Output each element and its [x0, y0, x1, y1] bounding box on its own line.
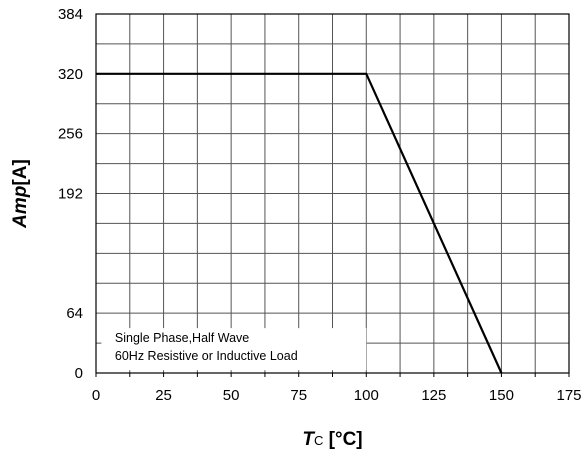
x-axis-label-unit: [°C] [323, 429, 362, 450]
x-tick-label: 25 [155, 387, 172, 404]
x-tick-label: 125 [421, 387, 446, 404]
x-tick-label: 75 [290, 387, 307, 404]
x-tick-label: 50 [223, 387, 240, 404]
annotation-line-1: Single Phase,Half Wave [115, 331, 249, 345]
series-layer [95, 72, 503, 374]
y-axis-label-unit: [A] [10, 159, 31, 185]
y-tick-label: 64 [66, 305, 83, 322]
x-tick-labels: 0 25 50 75 100 125 150 175 [92, 387, 582, 404]
x-tick-label: 175 [556, 387, 581, 404]
y-tick-labels: 0 64 192 256 320 384 [58, 6, 83, 382]
y-axis-label: Amp[A] [10, 159, 31, 229]
annotation-line-2: 60Hz Resistive or Inductive Load [115, 349, 298, 363]
x-axis-label: TC [°C] [302, 429, 362, 450]
grid-lines [96, 14, 569, 373]
annotation-box [101, 328, 367, 371]
y-tick-label: 320 [58, 66, 83, 83]
x-tick-label: 100 [354, 387, 379, 404]
x-axis-label-sub: C [314, 433, 323, 448]
plot-frame [95, 13, 570, 377]
x-axis-label-main: T [302, 429, 315, 450]
y-tick-label: 0 [75, 365, 83, 382]
y-tick-label: 256 [58, 126, 83, 143]
y-axis-label-main: Amp [10, 186, 31, 229]
x-tick-label: 0 [92, 387, 100, 404]
y-tick-label: 192 [58, 186, 83, 203]
x-tick-label: 150 [489, 387, 514, 404]
y-tick-label: 384 [58, 6, 83, 23]
